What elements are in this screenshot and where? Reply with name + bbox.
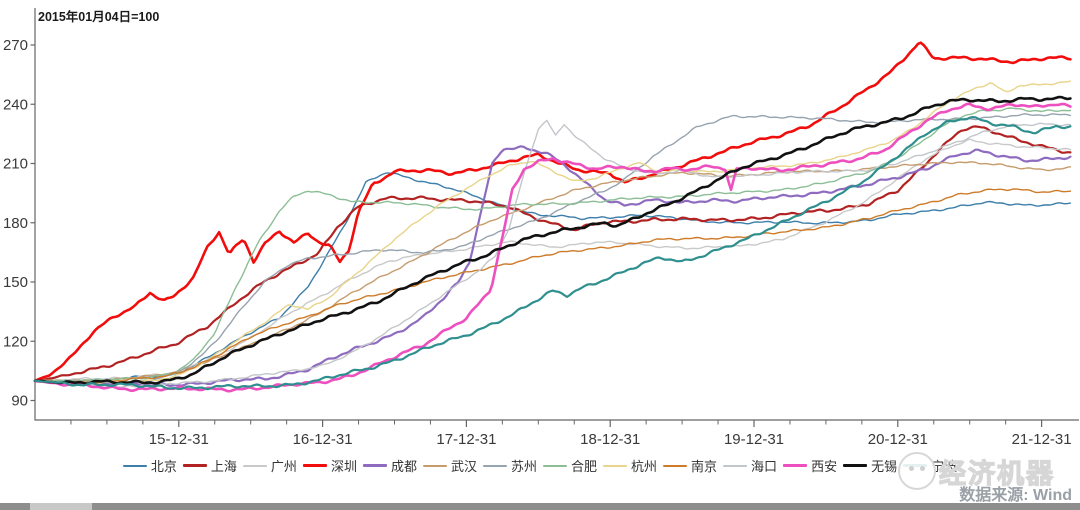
legend-label: 成都 [390,459,417,474]
legend-label: 西安 [811,459,838,474]
legend-label: 广州 [270,459,297,474]
legend-swatch-合肥 [543,464,567,467]
legend-label: 宁波 [931,459,958,474]
legend-label: 武汉 [450,459,477,474]
y-tick-label: 180 [3,215,28,232]
horizontal-scrollbar[interactable] [0,503,1080,510]
legend-item-杭州: 杭州 [603,456,657,475]
legend-item-无锡: 无锡 [843,456,897,475]
legend-item-苏州: 苏州 [482,456,537,475]
index-base-note: 2015年01月04日=100 [38,10,160,24]
series-line-西安 [33,102,1072,393]
legend-item-广州: 广州 [242,456,297,475]
legend-item-武汉: 武汉 [422,456,477,475]
legend-item-合肥: 合肥 [543,456,597,475]
series-line-上海 [33,125,1072,382]
series-line-北京 [34,172,1072,383]
x-tick-label: 16-12-31 [293,431,353,448]
legend-swatch-苏州 [482,464,507,467]
x-axis-ticks: 15-12-31 16-12-31 17-12-31 18-12-31 19-12-31… [70,420,1072,448]
legend-item-南京: 南京 [663,456,717,475]
scrollbar-thumb[interactable] [30,503,92,510]
legend-item-海口: 海口 [723,456,777,475]
series-line-成都 [33,145,1072,387]
y-tick-label: 270 [3,37,28,54]
legend-label: 合肥 [571,459,598,474]
x-tick-label: 18-12-31 [580,431,640,448]
series-line-武汉 [34,161,1072,383]
legend-item-成都: 成都 [362,456,417,475]
series-line-南京 [34,188,1072,385]
legend-swatch-西安 [783,464,808,467]
axes [34,8,1079,421]
legend-swatch-广州 [242,464,267,467]
x-tick-label: 21-12-31 [1012,431,1072,448]
legend-item-宁波: 宁波 [903,456,957,475]
series-line-广州 [34,138,1072,382]
legend-swatch-南京 [663,464,688,467]
legend-label: 苏州 [510,459,537,474]
series-lines [33,41,1072,393]
legend-label: 南京 [691,459,718,474]
x-tick-label: 17-12-31 [436,431,496,448]
y-tick-label: 240 [3,96,28,113]
x-tick-label: 19-12-31 [724,431,784,448]
legend-label: 深圳 [330,459,357,474]
data-source-note: 数据来源: Wind [959,487,1072,504]
series-line-宁波 [33,116,1072,391]
legend-item-深圳: 深圳 [302,456,357,475]
legend-swatch-杭州 [603,464,628,467]
y-tick-label: 90 [11,393,28,410]
legend-label: 北京 [150,459,177,474]
series-line-苏州 [34,113,1072,385]
legend-label: 上海 [210,459,237,474]
y-axis-ticks: 90 120 150 180 210 240 270 [3,37,35,410]
legend-item-上海: 上海 [182,456,237,475]
legend-label: 杭州 [631,459,658,474]
legend-swatch-海口 [723,464,748,467]
legend: 北京 上海 广州 深圳 成都 武汉 苏州 合肥 杭州 南京 海口 西安 无锡 宁波 [0,456,1080,475]
legend-item-西安: 西安 [783,456,837,475]
series-line-无锡 [33,95,1072,386]
legend-swatch-北京 [122,464,147,467]
legend-swatch-上海 [182,464,207,467]
legend-swatch-武汉 [422,464,447,467]
legend-label: 无锡 [871,459,898,474]
x-tick-label: 20-12-31 [868,431,928,448]
y-tick-label: 120 [3,333,28,350]
price-index-chart: 90 120 150 180 210 240 270 15-12-31 16-12-31 17-1… [3,8,1079,448]
legend-swatch-深圳 [302,464,327,467]
y-tick-label: 150 [3,274,28,291]
series-line-合肥 [34,107,1072,383]
legend-label: 海口 [751,459,778,474]
x-tick-label: 15-12-31 [149,431,209,448]
legend-swatch-宁波 [903,464,928,467]
series-line-海口 [34,119,1072,389]
legend-swatch-成都 [362,464,387,467]
series-line-深圳 [33,41,1072,383]
legend-item-北京: 北京 [122,456,177,475]
legend-swatch-无锡 [843,464,868,467]
y-tick-label: 210 [3,156,28,173]
